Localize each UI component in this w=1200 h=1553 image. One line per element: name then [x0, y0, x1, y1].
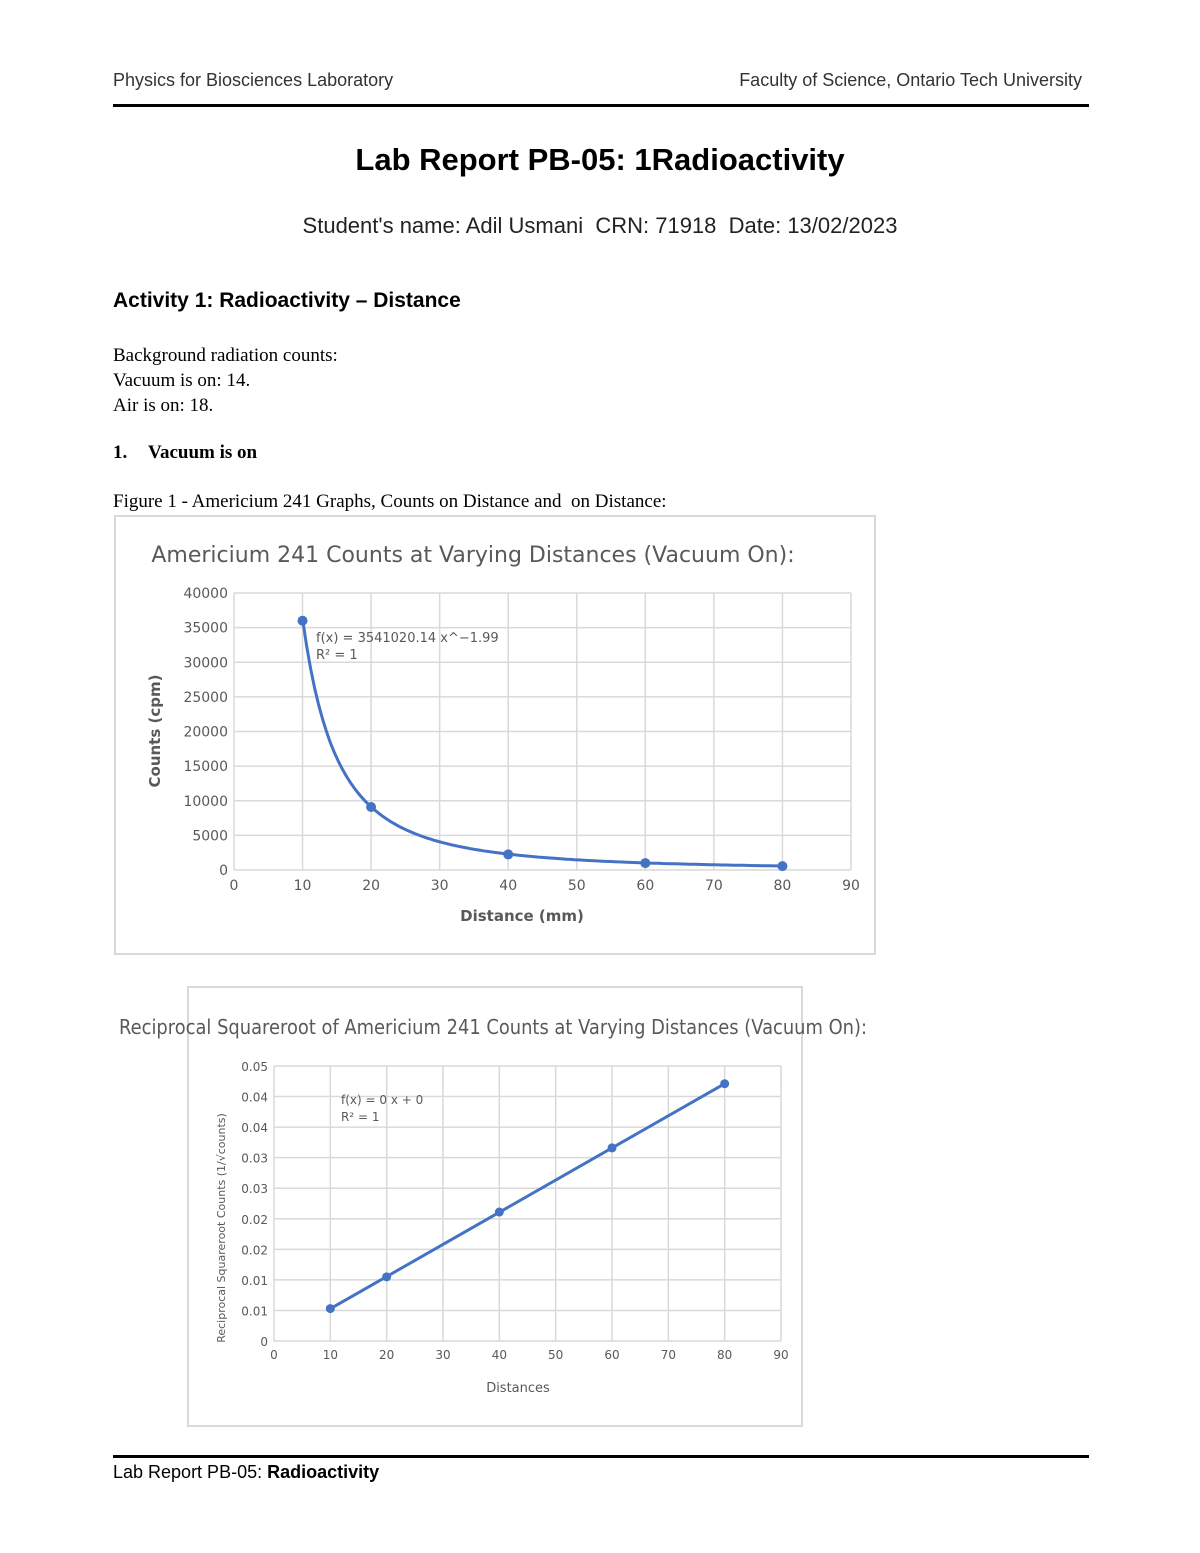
section-heading: 1. Vacuum is on [113, 442, 257, 464]
chart2-r2: R² = 1 [341, 1110, 379, 1124]
c1-ytick-label: 20000 [183, 725, 228, 741]
c1-data-point [640, 858, 651, 869]
header-course: Physics for Biosciences Laboratory [113, 70, 394, 90]
c2-ytick-label: 0.04 [241, 1121, 268, 1135]
chart2-y-ticks: 0 0.01 0.01 0.02 0.02 0.03 0.03 0.04 0.04 0.05 [241, 1060, 268, 1349]
c2-ytick-label: 0.03 [241, 1152, 268, 1166]
c1-xtick-label: 0 [230, 878, 239, 894]
chart1-ylabel: Counts (cpm) [146, 675, 164, 788]
c1-xtick-label: 40 [499, 878, 517, 894]
chart1-r2: R² = 1 [316, 648, 358, 663]
c1-ytick-label: 5000 [192, 828, 228, 844]
section-label: Vacuum is on [148, 442, 258, 463]
c1-xtick-label: 60 [636, 878, 654, 894]
chart2-x-ticks: 0 10 20 30 40 50 60 70 80 90 [270, 1348, 788, 1362]
c2-xtick-label: 30 [435, 1348, 450, 1362]
chart1-xlabel: Distance (mm) [460, 907, 584, 925]
background-vacuum: Vacuum is on: 14. [113, 370, 251, 391]
c2-data-point [607, 1143, 617, 1153]
c1-ytick-label: 30000 [183, 655, 228, 671]
c2-data-point [494, 1207, 504, 1217]
c2-ytick-label: 0.04 [241, 1091, 268, 1105]
c2-xtick-label: 90 [773, 1348, 788, 1362]
chart1-gridlines [233, 592, 852, 871]
chart1-counts-vs-distance: Americium 241 Counts at Varying Distance… [146, 543, 860, 925]
c1-xtick-label: 50 [568, 878, 586, 894]
chart2-trendline [329, 1082, 726, 1311]
c2-ytick-label: 0.01 [241, 1304, 268, 1318]
c2-xtick-label: 20 [379, 1348, 394, 1362]
c2-ytick-label: 0.02 [241, 1213, 268, 1227]
c2-xtick-label: 50 [548, 1348, 563, 1362]
c2-ytick-label: 0.01 [241, 1274, 268, 1288]
chart1-trendline [301, 618, 783, 868]
chart2-title: Reciprocal Squareroot of Americium 241 C… [119, 1015, 867, 1039]
chart2-xlabel: Distances [486, 1381, 550, 1396]
activity-heading: Activity 1: Radioactivity – Distance [113, 289, 461, 312]
c1-data-point [366, 801, 377, 812]
chart2-points [325, 1079, 730, 1314]
chart1-points [297, 615, 788, 872]
c1-xtick-label: 90 [842, 878, 860, 894]
section-number: 1. [113, 442, 128, 463]
footer-prefix: Lab Report PB-05: [113, 1462, 268, 1482]
figure-caption: Figure 1 - Americium 241 Graphs, Counts … [113, 491, 667, 512]
c1-ytick-label: 15000 [183, 759, 228, 775]
c2-data-point [720, 1079, 730, 1089]
chart2-reciprocal-vs-distance: Reciprocal Squareroot of Americium 241 C… [119, 1015, 867, 1396]
c2-xtick-label: 0 [270, 1348, 278, 1362]
c1-data-point [777, 861, 788, 872]
chart1-frame: Americium 241 Counts at Varying Distance… [114, 515, 876, 955]
c1-xtick-label: 80 [774, 878, 792, 894]
student-info: Student's name: Adil Usmani CRN: 71918 D… [302, 213, 898, 238]
c1-data-point [503, 849, 514, 860]
c2-data-point [382, 1272, 392, 1282]
background-label: Background radiation counts: [113, 345, 338, 366]
report-title: Lab Report PB-05: 1Radioactivity [355, 142, 845, 177]
c2-xtick-label: 40 [492, 1348, 507, 1362]
background-counts: Background radiation counts: Vacuum is o… [113, 343, 338, 418]
c1-xtick-label: 10 [294, 878, 312, 894]
footer-bold: Radioactivity [267, 1462, 380, 1482]
c2-xtick-label: 80 [717, 1348, 732, 1362]
chart1-title: Americium 241 Counts at Varying Distance… [151, 543, 794, 568]
chart2-equation: f(x) = 0 x + 0 [341, 1093, 423, 1107]
c1-data-point [297, 615, 308, 626]
chart1-y-ticks: 0 5000 10000 15000 20000 25000 30000 35000 40000 [183, 586, 228, 879]
header-faculty: Faculty of Science, Ontario Tech Univers… [739, 70, 1082, 90]
footer-rule [113, 1455, 1089, 1458]
c2-xtick-label: 60 [604, 1348, 619, 1362]
footer-text: Lab Report PB-05: Radioactivity [113, 1462, 379, 1483]
c2-ytick-label: 0 [260, 1335, 268, 1349]
c1-ytick-label: 25000 [183, 690, 228, 706]
c1-xtick-label: 70 [705, 878, 723, 894]
header-rule [113, 104, 1089, 107]
chart2-ylabel: Reciprocal Squareroot Counts (1/√counts) [215, 1113, 228, 1343]
chart1-x-ticks: 0 10 20 30 40 50 60 70 80 90 [230, 878, 860, 894]
c2-ytick-label: 0.02 [241, 1243, 268, 1257]
c1-ytick-label: 35000 [183, 621, 228, 637]
c1-xtick-label: 30 [431, 878, 449, 894]
chart2-gridlines [273, 1065, 782, 1342]
chart1-equation: f(x) = 3541020.14 x^−1.99 [316, 631, 499, 646]
chart2-frame: Reciprocal Squareroot of Americium 241 C… [119, 986, 867, 1427]
c1-ytick-label: 10000 [183, 794, 228, 810]
c1-xtick-label: 20 [362, 878, 380, 894]
c2-xtick-label: 70 [661, 1348, 676, 1362]
background-air: Air is on: 18. [113, 395, 214, 416]
c1-ytick-label: 0 [219, 863, 228, 879]
c2-xtick-label: 10 [323, 1348, 338, 1362]
c2-ytick-label: 0.03 [241, 1182, 268, 1196]
c2-data-point [325, 1304, 335, 1314]
c1-ytick-label: 40000 [183, 586, 228, 602]
c2-ytick-label: 0.05 [241, 1060, 268, 1074]
